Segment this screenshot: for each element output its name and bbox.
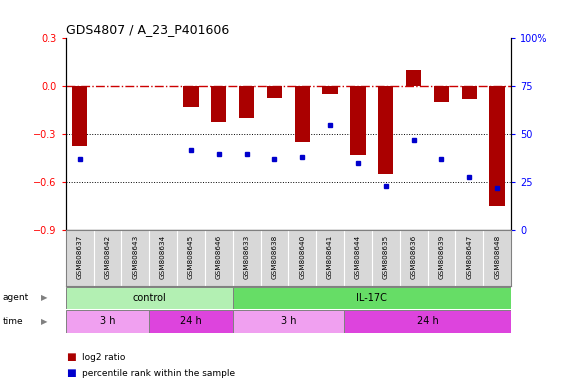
Text: GSM808643: GSM808643 (132, 235, 138, 279)
Text: ▶: ▶ (41, 317, 47, 326)
Bar (233, 310, 344, 333)
Text: GSM808635: GSM808635 (383, 235, 389, 279)
Text: IL-17C: IL-17C (356, 293, 387, 303)
Text: GSM808633: GSM808633 (244, 235, 250, 279)
Bar (350, 86, 365, 155)
Text: GDS4807 / A_23_P401606: GDS4807 / A_23_P401606 (66, 23, 229, 36)
Bar (239, 86, 254, 118)
Bar (323, 86, 338, 94)
Text: time: time (3, 317, 23, 326)
Text: GSM808639: GSM808639 (439, 235, 444, 279)
Text: GSM808634: GSM808634 (160, 235, 166, 279)
Bar (344, 310, 511, 333)
Text: GSM808644: GSM808644 (355, 235, 361, 279)
Text: GSM808646: GSM808646 (216, 235, 222, 279)
Bar (72, 86, 87, 146)
Text: control: control (132, 293, 166, 303)
Bar (183, 86, 199, 107)
Text: GSM808637: GSM808637 (77, 235, 83, 279)
Bar (211, 86, 227, 122)
Bar (267, 86, 282, 98)
Text: ▶: ▶ (41, 293, 47, 303)
Text: log2 ratio: log2 ratio (82, 353, 125, 362)
Text: GSM808636: GSM808636 (411, 235, 417, 279)
Text: GSM808647: GSM808647 (467, 235, 472, 279)
Text: 24 h: 24 h (417, 316, 439, 326)
Text: percentile rank within the sample: percentile rank within the sample (82, 369, 235, 378)
Text: ■: ■ (66, 352, 75, 362)
Text: 3 h: 3 h (280, 316, 296, 326)
Text: GSM808645: GSM808645 (188, 235, 194, 279)
Text: GSM808642: GSM808642 (104, 235, 110, 279)
Text: 3 h: 3 h (100, 316, 115, 326)
Bar (66, 310, 149, 333)
Text: ■: ■ (66, 368, 75, 378)
Bar (295, 86, 310, 142)
Bar (461, 86, 477, 99)
Text: GSM808641: GSM808641 (327, 235, 333, 279)
Text: 24 h: 24 h (180, 316, 202, 326)
Bar (489, 86, 505, 207)
Bar (434, 86, 449, 103)
Text: GSM808640: GSM808640 (299, 235, 305, 279)
Bar (233, 287, 511, 309)
Bar (406, 70, 421, 86)
Text: GSM808648: GSM808648 (494, 235, 500, 279)
Text: GSM808638: GSM808638 (271, 235, 278, 279)
Bar (149, 310, 233, 333)
Bar (66, 287, 233, 309)
Bar (378, 86, 393, 174)
Text: agent: agent (3, 293, 29, 303)
